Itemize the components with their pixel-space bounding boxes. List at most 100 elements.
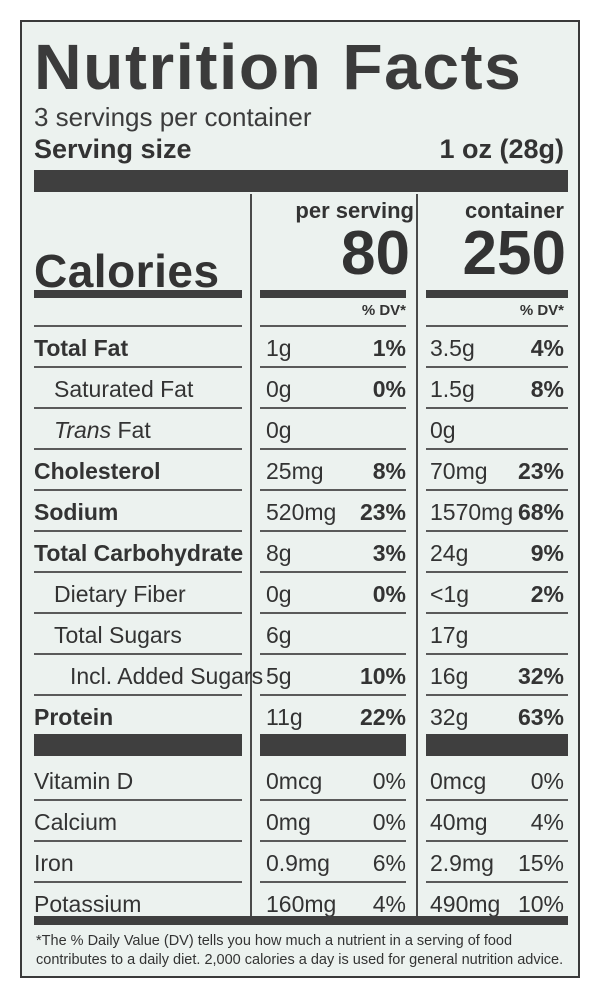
serving-amount: 520mg: [266, 499, 337, 525]
row-divider: [260, 366, 406, 368]
row-divider: [34, 325, 242, 327]
dv-header-serving: % DV*: [361, 302, 406, 319]
row-divider: [34, 612, 242, 614]
serving-amount: 1g: [266, 335, 292, 361]
nutrient-label-italic: Trans: [54, 417, 112, 443]
serving-daily-value: 3%: [372, 540, 406, 566]
row-divider: [426, 325, 568, 327]
container-daily-value: 32%: [517, 663, 564, 689]
column-divider-right: [416, 194, 418, 916]
row-divider: [426, 407, 568, 409]
container-amount: 17g: [430, 622, 469, 648]
serving-daily-value: 10%: [359, 663, 406, 689]
container-amount: 3.5g: [430, 335, 475, 361]
row-divider: [34, 840, 242, 842]
row-divider: [426, 571, 568, 573]
nutrient-label: Sodium: [34, 499, 119, 525]
per-serving-header: per serving: [295, 198, 414, 223]
serving-size-value: 1 oz (28g): [439, 134, 564, 164]
serving-daily-value: 8%: [372, 458, 406, 484]
row-divider: [260, 407, 406, 409]
container-daily-value: 4%: [530, 809, 564, 835]
container-header: container: [464, 198, 564, 223]
row-divider: [260, 530, 406, 532]
nutrient-label: Trans Fat: [54, 417, 151, 444]
serving-amount: 0g: [266, 581, 292, 607]
nutrient-label: Total Fat: [34, 335, 129, 361]
container-daily-value: 15%: [517, 850, 564, 876]
container-daily-value: 63%: [517, 704, 564, 730]
thick-divider-vitamins-mid: [260, 734, 406, 756]
container-daily-value: 0%: [530, 768, 564, 794]
row-divider: [260, 325, 406, 327]
serving-daily-value: 1%: [372, 335, 406, 361]
row-divider: [426, 799, 568, 801]
nutrient-label: Dietary Fiber: [54, 581, 186, 607]
row-divider: [426, 840, 568, 842]
container-daily-value: 10%: [517, 891, 564, 917]
row-divider: [34, 653, 242, 655]
nutrient-label: Cholesterol: [34, 458, 161, 484]
nutrient-label: Calcium: [34, 809, 118, 835]
nutrient-label: Saturated Fat: [54, 376, 194, 402]
nutrient-label: Total Sugars: [54, 622, 182, 648]
nutrient-label: Incl. Added Sugars: [70, 663, 264, 689]
row-divider: [34, 530, 242, 532]
serving-amount: 0mcg: [266, 768, 323, 794]
container-amount: 1570mg: [430, 499, 514, 525]
container-amount: 2.9mg: [430, 850, 494, 876]
row-divider: [34, 366, 242, 368]
thick-divider-vitamins-right: [426, 734, 568, 756]
serving-daily-value: 23%: [359, 499, 406, 525]
row-divider: [34, 407, 242, 409]
serving-amount: 0.9mg: [266, 850, 330, 876]
serving-daily-value: 0%: [372, 581, 406, 607]
row-divider: [260, 694, 406, 696]
column-divider-left: [250, 194, 252, 916]
daily-value-footnote: *The % Daily Value (DV) tells you how mu…: [36, 933, 564, 968]
serving-amount: 6g: [266, 622, 292, 648]
serving-amount: 0mg: [266, 809, 311, 835]
thick-divider-footnote: [34, 916, 568, 925]
nutrient-label: Vitamin D: [34, 768, 134, 794]
container-amount: 0mcg: [430, 768, 487, 794]
row-divider: [34, 694, 242, 696]
container-daily-value: 68%: [517, 499, 564, 525]
row-divider: [426, 612, 568, 614]
container-daily-value: 9%: [530, 540, 564, 566]
row-divider: [426, 366, 568, 368]
serving-amount: 0g: [266, 376, 292, 402]
calories-per-serving: 80: [341, 219, 410, 288]
thick-divider-top: [34, 170, 568, 192]
serving-amount: 8g: [266, 540, 292, 566]
row-divider: [34, 881, 242, 883]
nutrient-label: Total Carbohydrate: [34, 540, 244, 566]
container-amount: 70mg: [430, 458, 488, 484]
row-divider: [34, 448, 242, 450]
row-divider: [260, 653, 406, 655]
dv-header-container: % DV*: [519, 302, 564, 319]
nutrition-facts-panel: Nutrition Facts 3 servings per container…: [20, 20, 580, 978]
panel-title: Nutrition Facts: [34, 31, 523, 103]
thick-divider-vitamins-left: [34, 734, 242, 756]
serving-daily-value: 0%: [372, 768, 406, 794]
container-amount: <1g: [430, 581, 470, 607]
container-amount: 1.5g: [430, 376, 475, 402]
serving-daily-value: 0%: [372, 809, 406, 835]
serving-amount: 160mg: [266, 891, 337, 917]
row-divider: [426, 448, 568, 450]
row-divider: [34, 489, 242, 491]
serving-amount: 25mg: [266, 458, 324, 484]
row-divider: [260, 448, 406, 450]
row-divider: [426, 489, 568, 491]
container-amount: 16g: [430, 663, 469, 689]
calories-divider-serving: [260, 290, 406, 298]
container-amount: 24g: [430, 540, 469, 566]
nutrient-label: Potassium: [34, 891, 142, 917]
serving-amount: 0g: [266, 417, 292, 443]
serving-amount: 11g: [266, 704, 303, 730]
row-divider: [260, 612, 406, 614]
serving-daily-value: 6%: [372, 850, 406, 876]
calories-divider-label: [34, 290, 242, 298]
row-divider: [260, 571, 406, 573]
